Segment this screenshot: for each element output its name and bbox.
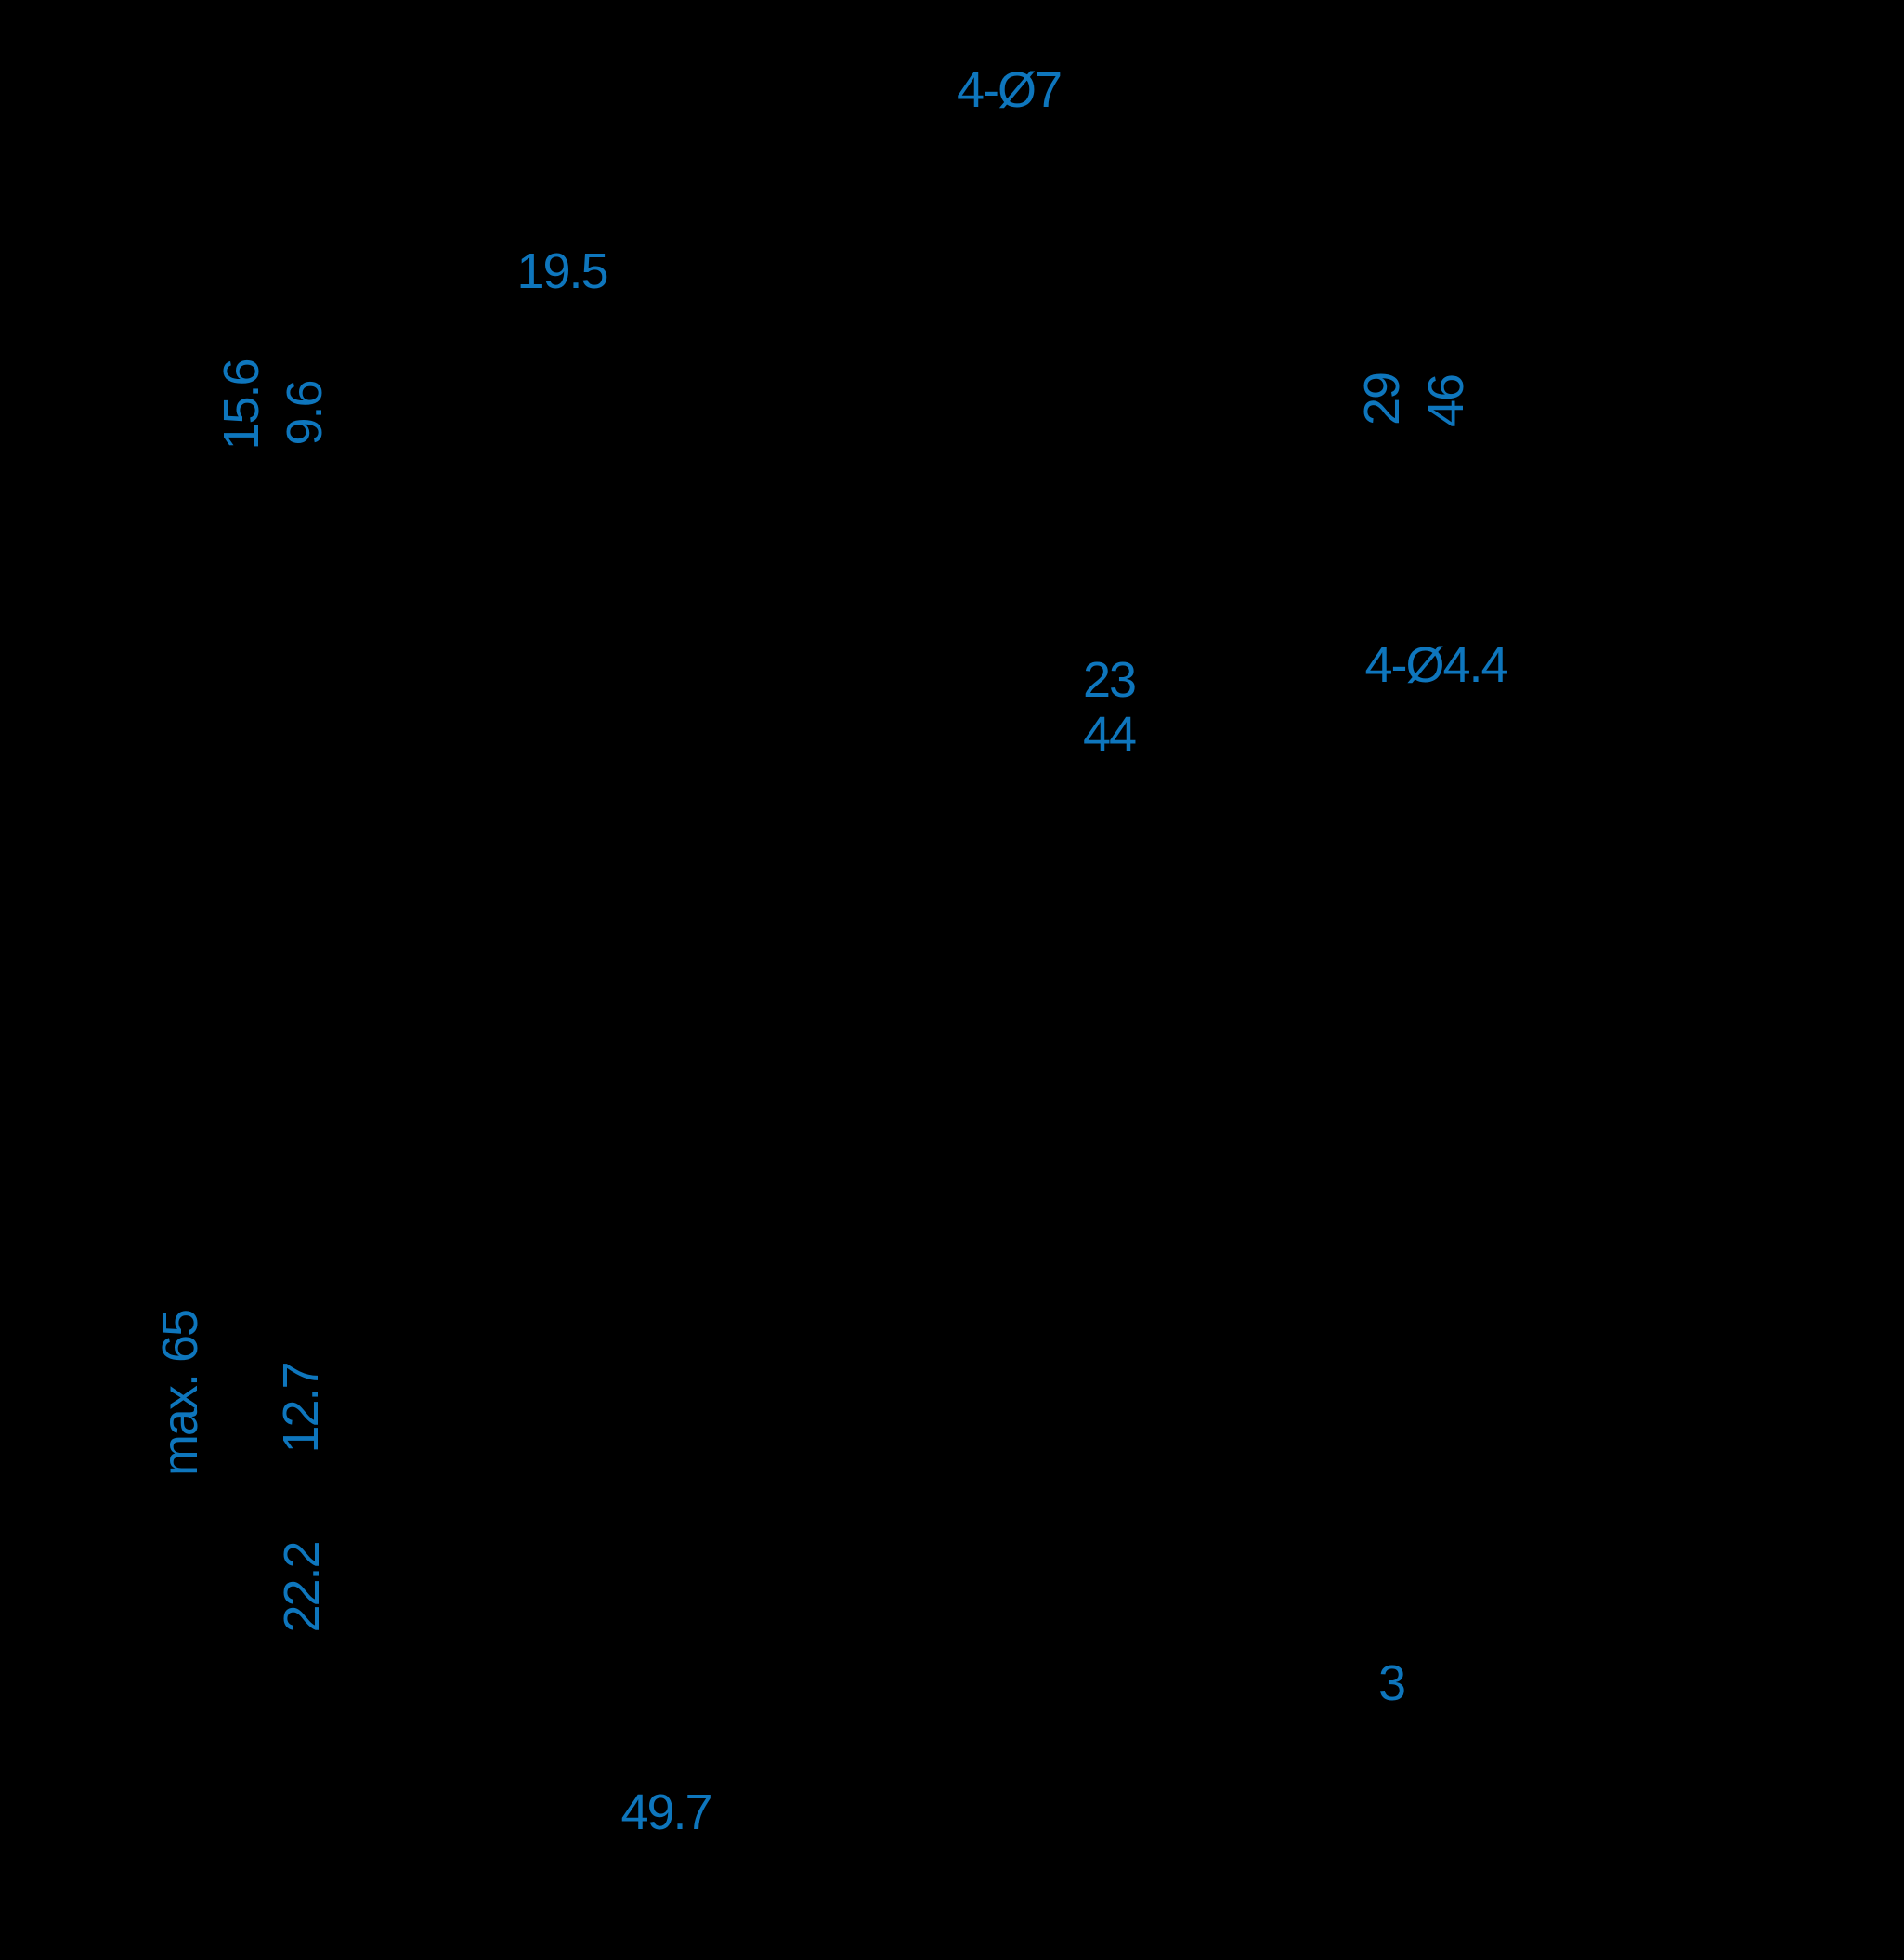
dimension-label-23: 23	[1082, 652, 1137, 708]
dimension-label-max-65: max. 65	[152, 1310, 208, 1477]
dimension-label-49-7: 49.7	[620, 1784, 712, 1840]
dimension-label-29: 29	[1354, 372, 1410, 426]
dimension-label-19-5: 19.5	[516, 243, 608, 299]
dimension-label-12-7: 12.7	[273, 1363, 329, 1454]
dimension-label-3: 3	[1377, 1655, 1406, 1711]
dimension-label-9-6: 9.6	[277, 381, 333, 446]
dimension-label-22-2: 22.2	[274, 1542, 330, 1633]
dimension-label-4-dia-7: 4-Ø7	[956, 62, 1063, 118]
dimension-label-4-dia-4-4: 4-Ø4.4	[1364, 637, 1508, 693]
dimension-label-46: 46	[1418, 374, 1474, 428]
dimension-label-15-6: 15.6	[214, 359, 269, 451]
dimension-label-44: 44	[1082, 707, 1137, 763]
